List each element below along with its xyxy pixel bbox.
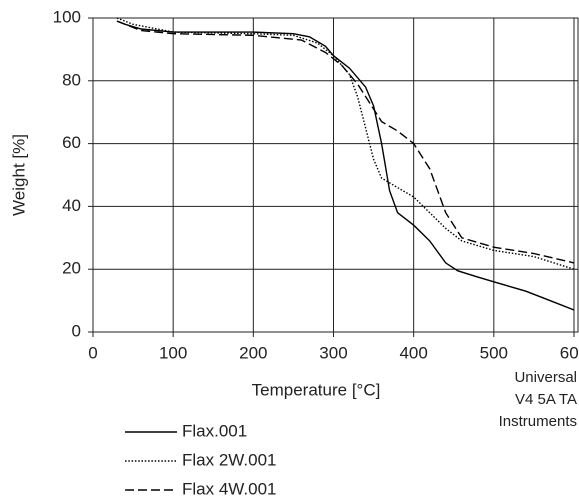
legend-label: Flax 4W.001 <box>182 479 277 498</box>
series-line <box>116 20 575 264</box>
series-line <box>116 17 575 270</box>
annotation: Instruments <box>499 413 577 430</box>
y-tick-label: 60 <box>62 133 81 152</box>
x-tick-label: 400 <box>399 343 427 362</box>
x-axis-label: Temperature [°C] <box>252 380 381 399</box>
y-tick-label: 40 <box>62 196 81 215</box>
y-tick-label: 100 <box>53 7 81 26</box>
annotation: Universal <box>514 369 577 386</box>
x-tick-label: 300 <box>319 343 347 362</box>
x-tick-label: 200 <box>239 343 267 362</box>
x-tick-label: 0 <box>88 343 97 362</box>
x-tick-label: 600 <box>560 343 579 362</box>
x-tick-label: 500 <box>480 343 508 362</box>
y-tick-label: 0 <box>72 321 81 340</box>
y-axis-label: Weight [%] <box>9 134 28 216</box>
legend-label: Flax.001 <box>182 421 247 440</box>
y-tick-label: 20 <box>62 259 81 278</box>
legend-label: Flax 2W.001 <box>182 450 277 469</box>
x-tick-label: 100 <box>159 343 187 362</box>
series-line <box>116 20 575 311</box>
y-tick-label: 80 <box>62 70 81 89</box>
annotation: V4 5A TA <box>515 391 577 408</box>
